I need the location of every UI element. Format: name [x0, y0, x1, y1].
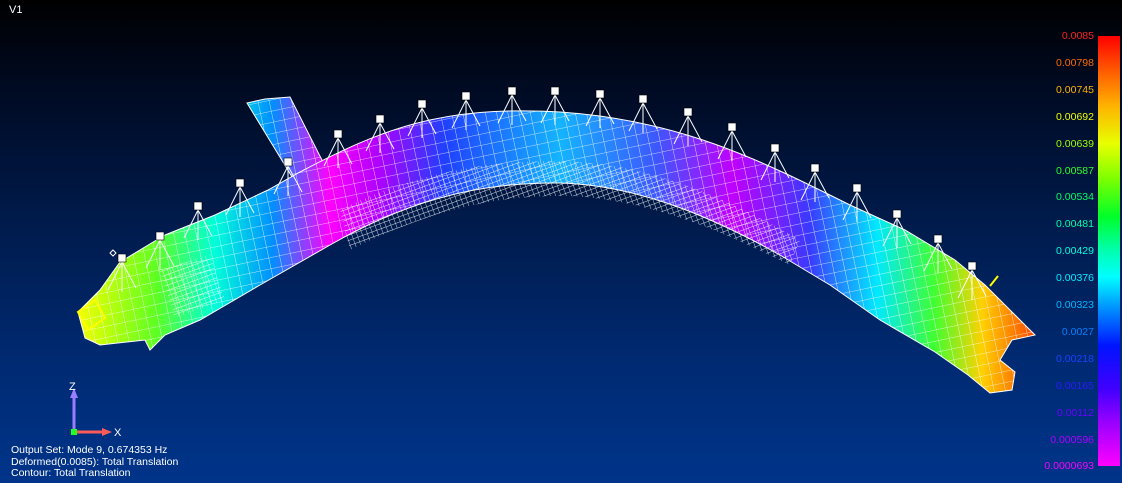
tendon-node — [727, 122, 737, 132]
legend-label: 0.00323 — [1056, 299, 1094, 311]
tendon-line — [774, 151, 790, 179]
tendon-line — [183, 209, 199, 239]
status-deformed: Deformed(0.0085): Total Translation — [11, 455, 179, 468]
tendon-node — [117, 253, 127, 263]
tendon-line — [451, 99, 467, 129]
legend-label: 0.00798 — [1056, 56, 1094, 69]
tendon-line — [379, 122, 395, 150]
tendon-line — [365, 122, 381, 152]
tendon-line — [323, 137, 339, 167]
legend-label: 0.0085 — [1061, 30, 1094, 42]
tendon-line — [511, 94, 527, 122]
triad-x-label: X — [114, 427, 122, 439]
legend-label: 0.00429 — [1056, 245, 1094, 258]
axis-triad: Z X — [69, 381, 122, 439]
tendon-node — [461, 91, 471, 101]
tendon-line — [225, 186, 241, 216]
status-text: Output Set: Mode 9, 0.674353 Hz Deformed… — [11, 444, 179, 480]
contour-legend: 0.0085 0.00798 0.00745 0.00692 0.00639 0.0058… — [1044, 30, 1122, 472]
tendon-node — [810, 163, 820, 173]
tendon-node — [595, 89, 605, 99]
tendon-node — [967, 261, 977, 271]
legend-label: 0.00745 — [1056, 83, 1094, 96]
tendon-line — [585, 97, 601, 127]
tendon-line — [337, 137, 353, 165]
tendon-line — [642, 102, 658, 130]
tendon-node — [375, 114, 385, 124]
tendon-line — [628, 102, 644, 132]
deformed-mesh-model[interactable] — [0, 0, 1040, 483]
support-tendons — [107, 86, 987, 300]
tendon-line — [760, 151, 776, 181]
tendon-line — [107, 261, 123, 291]
tendon-line — [159, 239, 175, 267]
tendon-line — [937, 242, 953, 270]
legend-label: 0.00112 — [1056, 406, 1094, 419]
tendon-node — [852, 183, 862, 193]
tendon-line — [273, 165, 289, 195]
tendon-node — [892, 209, 902, 219]
viewport-title: V1 — [9, 4, 23, 16]
tendon-line — [540, 94, 556, 124]
legend-color-bar — [1098, 36, 1120, 466]
dense-mesh-center — [340, 161, 800, 265]
tendon-node — [333, 129, 343, 139]
tendon-line — [599, 97, 615, 125]
dense-mesh-left — [160, 255, 225, 318]
status-contour: Contour: Total Translation — [11, 467, 131, 479]
tendon-line — [554, 94, 570, 122]
legend-label: 0.00165 — [1056, 379, 1094, 392]
tendon-line — [421, 107, 437, 135]
tendon-line — [923, 242, 939, 272]
tendon-node — [155, 231, 165, 241]
legend-label: 0.00481 — [1056, 218, 1094, 231]
legend-label: 0.00534 — [1056, 191, 1094, 204]
tendon-line — [717, 130, 733, 160]
tendon-line — [497, 94, 513, 124]
tendon-node — [933, 234, 943, 244]
tendon-node — [283, 157, 293, 167]
tendon-line — [197, 209, 213, 237]
tendon-node — [638, 94, 648, 104]
tendon-line — [882, 217, 898, 247]
tendon-line — [731, 130, 747, 158]
legend-label: 0.00376 — [1056, 272, 1094, 285]
tendon-node — [507, 86, 517, 96]
legend-label: 0.0000693 — [1044, 460, 1094, 473]
tendon-node — [417, 99, 427, 109]
legend-label: 0.00587 — [1056, 164, 1094, 177]
tendon-line — [800, 171, 816, 201]
tendon-node — [193, 201, 203, 211]
triad-z-label: Z — [69, 381, 76, 393]
tendon-node — [683, 107, 693, 117]
tendon-line — [465, 99, 481, 127]
tendon-line — [239, 186, 255, 214]
legend-label: 0.000596 — [1050, 433, 1094, 446]
tendon-line — [121, 261, 137, 289]
isolated-node — [109, 249, 117, 257]
tendon-node — [550, 86, 560, 96]
tendon-line — [287, 165, 303, 193]
tendon-line — [814, 171, 830, 199]
legend-label: 0.00218 — [1056, 352, 1094, 365]
tendon-node — [770, 143, 780, 153]
tendon-line — [687, 115, 703, 143]
tendon-line — [971, 269, 987, 297]
tendon-line — [145, 239, 161, 269]
tendon-line — [957, 269, 973, 299]
legend-label: 0.00639 — [1056, 137, 1094, 150]
tendon-line — [673, 115, 689, 145]
tendon-line — [407, 107, 423, 137]
tendon-node — [235, 178, 245, 188]
tendon-line — [896, 217, 912, 245]
status-output-set: Output Set: Mode 9, 0.674353 Hz — [11, 444, 168, 456]
legend-label: 0.00692 — [1056, 110, 1094, 123]
tendon-line — [856, 191, 872, 219]
tendon-line — [842, 191, 858, 221]
legend-label: 0.0027 — [1061, 325, 1094, 338]
